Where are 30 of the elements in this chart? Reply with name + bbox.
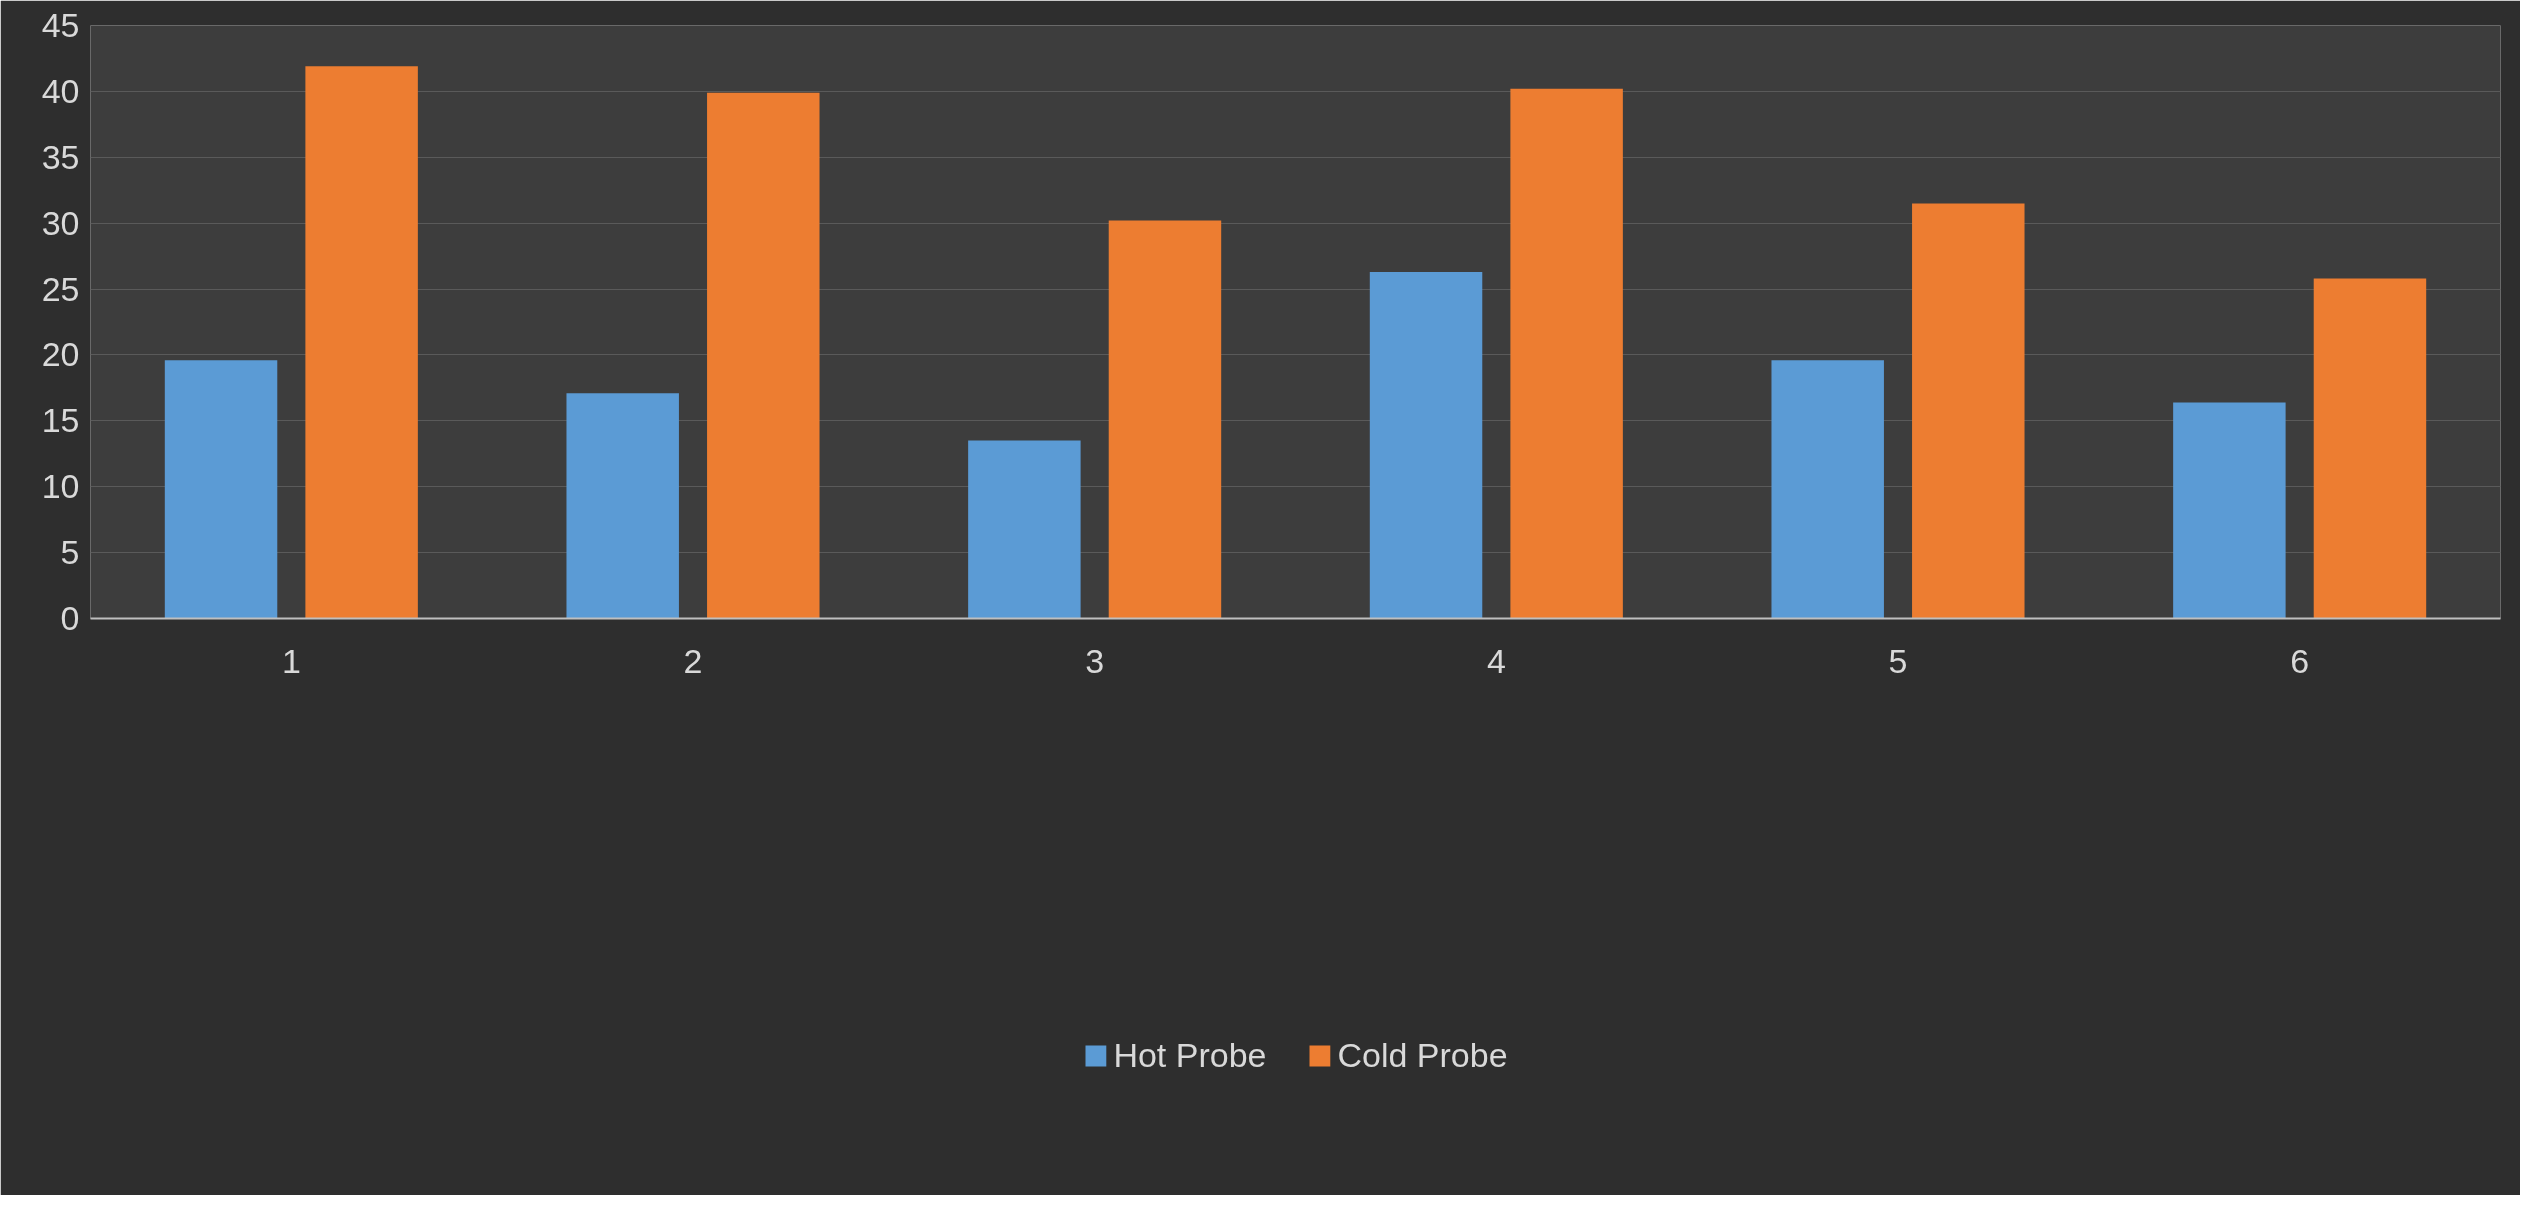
bar bbox=[1771, 360, 1884, 619]
x-tick-label: 1 bbox=[281, 641, 301, 680]
y-tick-label: 35 bbox=[41, 137, 80, 176]
y-tick-label: 40 bbox=[41, 71, 80, 110]
y-tick-label: 15 bbox=[41, 401, 80, 440]
y-tick-label: 0 bbox=[60, 599, 80, 637]
y-tick-label: 45 bbox=[41, 6, 80, 44]
x-tick-label: 6 bbox=[2290, 641, 2310, 680]
y-tick-label: 5 bbox=[60, 533, 80, 572]
y-tick-label: 30 bbox=[41, 203, 80, 242]
bar bbox=[707, 92, 820, 619]
x-tick-label: 5 bbox=[1888, 641, 1908, 680]
y-tick-label: 10 bbox=[41, 467, 80, 506]
x-tick-label: 3 bbox=[1085, 641, 1105, 680]
y-tick-label: 25 bbox=[41, 269, 80, 308]
bar bbox=[1108, 220, 1222, 619]
bar bbox=[2313, 278, 2427, 619]
x-tick-label: 2 bbox=[683, 641, 703, 680]
bar bbox=[1510, 88, 1623, 619]
x-tick-label: 4 bbox=[1486, 641, 1506, 680]
bar bbox=[1369, 271, 1483, 619]
legend-label: Hot Probe bbox=[1113, 1035, 1267, 1075]
bar bbox=[2173, 402, 2286, 619]
bar bbox=[305, 66, 418, 619]
legend-label: Cold Probe bbox=[1337, 1035, 1508, 1075]
bar bbox=[968, 440, 1081, 619]
y-tick-label: 20 bbox=[41, 335, 80, 374]
bar bbox=[164, 360, 278, 619]
bar bbox=[566, 393, 679, 619]
bar bbox=[1912, 203, 2025, 619]
